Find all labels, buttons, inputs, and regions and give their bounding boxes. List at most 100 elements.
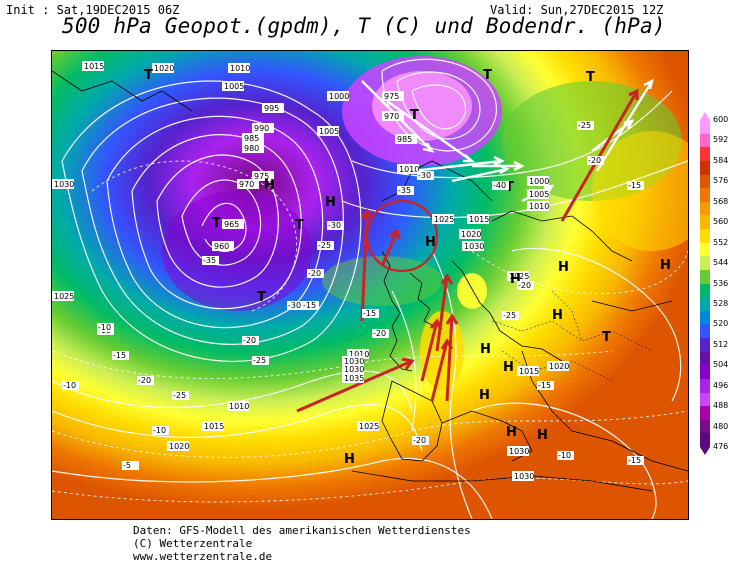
isotherm-label: -35 (398, 186, 411, 195)
isotherm-label-box (242, 336, 259, 345)
isobar-label-box (317, 126, 339, 136)
isotherm-label: -35 (203, 256, 216, 265)
legend-label: 476 (713, 442, 729, 451)
legend-color-cell (700, 433, 710, 447)
isobars (52, 58, 688, 519)
isotherm-label-box (577, 121, 594, 130)
isobar-label-box (527, 189, 549, 199)
isotherm-label-box (122, 461, 139, 470)
high-pressure-marker: H (325, 195, 336, 210)
isobar-label: 1025 (54, 292, 74, 301)
isobar-label-box (202, 421, 224, 431)
isotherm-label-box (172, 391, 189, 400)
isotherm-label: -20 (588, 156, 601, 165)
highlight-circle (365, 199, 439, 273)
isobar-label: 965 (224, 220, 239, 229)
map-title: 500 hPa Geopot.(gpdm), T (C) und Bodendr… (62, 14, 666, 38)
isotherm-label: -20 (413, 436, 426, 445)
high-pressure-marker: H (264, 178, 275, 193)
isobar-label: 1005 (319, 127, 339, 136)
isobar-label-box (152, 63, 174, 73)
isotherm-label-box (627, 456, 644, 465)
isobar-label-box (82, 61, 104, 71)
high-pressure-marker: H (558, 260, 569, 275)
isobar-label: 1025 (359, 422, 379, 431)
isobar-label-box (462, 241, 484, 251)
isotherm-label: -25 (578, 121, 591, 130)
isobar-label: 1015 (469, 215, 489, 224)
isobar-label: 1015 (204, 422, 224, 431)
isobar-label-box (395, 134, 417, 144)
isobar-label: 980 (244, 144, 259, 153)
legend-color-cell (700, 406, 710, 420)
website-line[interactable]: www.wetterzentrale.de (133, 550, 273, 563)
north-low-core (372, 71, 472, 141)
isotherm-label-box (372, 329, 389, 338)
isobar-label: 1020 (169, 442, 189, 451)
isobar-label-box (252, 123, 274, 133)
isobar-label: 1015 (84, 62, 104, 71)
atlantic-low-core (162, 191, 312, 311)
pressure-labels: 1015 1020 10101005995990985980975970965960… (52, 61, 569, 481)
high-pressure-marker: H (510, 272, 521, 287)
isotherm-label-box (502, 311, 519, 320)
high-pressure-marker: H (537, 428, 548, 443)
isotherm-label: -15 (628, 456, 641, 465)
legend-color-cell (700, 392, 710, 407)
isobar-label-box (382, 91, 404, 101)
legend-color-cell (700, 201, 710, 216)
isobar-label-box (507, 271, 529, 281)
isobar-label: 1010 (529, 202, 549, 211)
warm-tongue-south (420, 311, 464, 391)
isotherm-label: -10 (558, 451, 571, 460)
legend-color-cell (700, 365, 710, 379)
isotherm-label: -25 (503, 311, 516, 320)
isotherm-label: -25 (173, 391, 186, 400)
isobar-label-box (252, 171, 274, 181)
isotherm-label-box (252, 356, 269, 365)
isobar-label-box (167, 441, 189, 451)
isotherm-label: -20 (518, 281, 531, 290)
isobar-label-box (52, 179, 74, 189)
isobar-label-box (212, 241, 234, 251)
legend-color-cell (700, 419, 710, 434)
isotherm-label-box (287, 301, 304, 310)
source-line: Daten: GFS-Modell des amerikanischen Wet… (133, 524, 471, 537)
legend-color-cell (700, 147, 710, 161)
isotherms (52, 160, 688, 503)
legend-label: 536 (713, 278, 729, 288)
temperature-labels: -10 -15 -20 -25 -30 -35 -40 -25 -20 -15 -10 -5 -15 -2… (62, 121, 644, 470)
isobar-label: 1035 (344, 374, 364, 383)
high-pressure-marker: H (552, 308, 563, 323)
low-pressure-marker: T (212, 216, 221, 231)
high-pressure-marker: H (480, 342, 491, 357)
color-legend: 600 592 584 576 568 560 552 544 536 528 520 512 504 4… (700, 116, 728, 451)
low-pressure-marker: T (295, 218, 304, 233)
isobar-label: 1010 (349, 350, 369, 359)
legend-color-cell (700, 215, 710, 229)
isotherm-label-box (152, 426, 169, 435)
isobar-label: 1025 (434, 215, 454, 224)
isobar-label: 1010 (230, 64, 250, 73)
legend-color-cell (700, 378, 710, 393)
isobar-label: 1030 (509, 447, 529, 456)
low-pressure-marker: T (602, 330, 611, 345)
isotherm-label-box (627, 181, 644, 190)
legend-label: 480 (713, 421, 729, 431)
isotherm-label-box (327, 221, 344, 230)
copyright-line: (C) Wetterzentrale (133, 537, 253, 550)
isobar-label: 975 (384, 92, 399, 101)
isotherm-label: -15 (303, 301, 316, 310)
isotherm-label: -20 (243, 336, 256, 345)
isotherm-label-box (62, 381, 79, 390)
east-yellow (592, 131, 688, 251)
legend-label: 520 (713, 319, 729, 329)
isobar-label-box (507, 446, 529, 456)
isotherm-label: -20 (138, 376, 151, 385)
weather-map[interactable]: 1015 1020 1010 1005 995 990 985 980 975 970 965 960… (51, 50, 689, 520)
isobar-label: 985 (244, 134, 259, 143)
weather-map-canvas: 1015 1020 10101005995990985980975970965960… (52, 51, 688, 519)
isobar-label: 1005 (224, 82, 244, 91)
high-pressure-marker: H (425, 235, 436, 250)
